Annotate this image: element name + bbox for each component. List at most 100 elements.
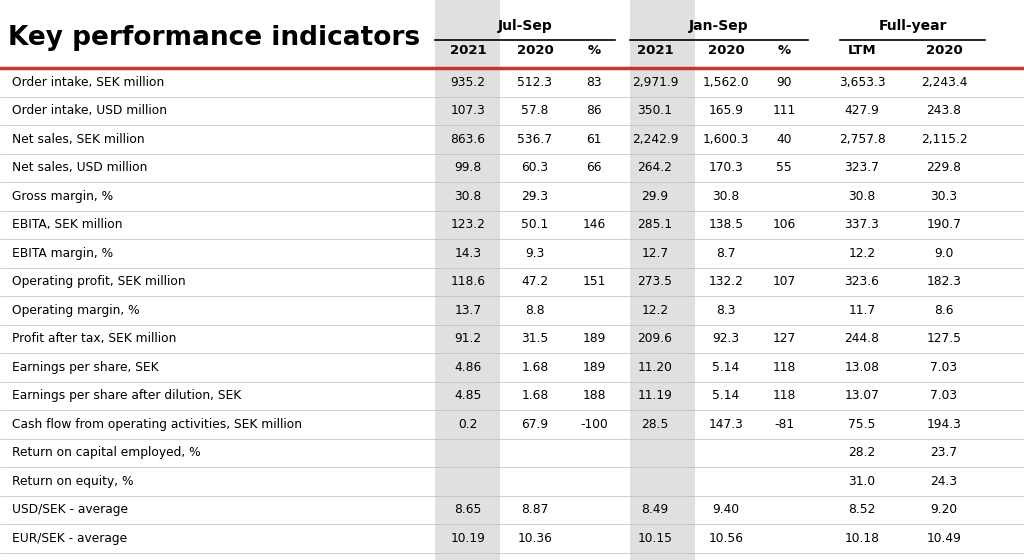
Text: 107: 107	[772, 276, 796, 288]
Text: 67.9: 67.9	[521, 418, 549, 431]
Text: EUR/SEK - average: EUR/SEK - average	[12, 532, 127, 545]
Text: 118.6: 118.6	[451, 276, 485, 288]
Text: 23.7: 23.7	[931, 446, 957, 459]
Text: 9.0: 9.0	[934, 247, 953, 260]
Text: 323.7: 323.7	[845, 161, 880, 174]
Text: 7.03: 7.03	[931, 389, 957, 402]
Text: 182.3: 182.3	[927, 276, 962, 288]
Text: 512.3: 512.3	[517, 76, 553, 88]
Text: 170.3: 170.3	[709, 161, 743, 174]
Text: Cash flow from operating activities, SEK million: Cash flow from operating activities, SEK…	[12, 418, 302, 431]
Text: 2020: 2020	[926, 44, 963, 57]
Text: -81: -81	[774, 418, 794, 431]
Bar	[435, 0, 500, 560]
Text: 28.2: 28.2	[848, 446, 876, 459]
Text: 7.03: 7.03	[931, 361, 957, 374]
Text: 147.3: 147.3	[709, 418, 743, 431]
Text: 2,243.4: 2,243.4	[921, 76, 968, 88]
Text: 1,562.0: 1,562.0	[702, 76, 750, 88]
Text: 99.8: 99.8	[455, 161, 481, 174]
Text: 2021: 2021	[637, 44, 674, 57]
Text: 11.19: 11.19	[638, 389, 673, 402]
Text: 31.5: 31.5	[521, 332, 549, 346]
Text: %: %	[777, 44, 791, 57]
Text: 2020: 2020	[708, 44, 744, 57]
Text: 5.14: 5.14	[713, 389, 739, 402]
Text: 60.3: 60.3	[521, 161, 549, 174]
Text: -100: -100	[581, 418, 608, 431]
Text: 83: 83	[586, 76, 602, 88]
Text: 50.1: 50.1	[521, 218, 549, 231]
Text: 146: 146	[583, 218, 605, 231]
Text: 188: 188	[583, 389, 606, 402]
Text: 8.7: 8.7	[716, 247, 736, 260]
Text: 90: 90	[776, 76, 792, 88]
Text: Order intake, SEK million: Order intake, SEK million	[12, 76, 164, 88]
Text: 285.1: 285.1	[637, 218, 673, 231]
Text: 165.9: 165.9	[709, 104, 743, 117]
Text: 127: 127	[772, 332, 796, 346]
Text: 1.68: 1.68	[521, 389, 549, 402]
Text: 8.87: 8.87	[521, 503, 549, 516]
Text: 4.85: 4.85	[455, 389, 481, 402]
Text: Key performance indicators: Key performance indicators	[8, 25, 420, 51]
Text: 8.8: 8.8	[525, 304, 545, 317]
Text: 2,971.9: 2,971.9	[632, 76, 678, 88]
Text: %: %	[588, 44, 600, 57]
Text: 189: 189	[583, 361, 605, 374]
Text: Operating profit, SEK million: Operating profit, SEK million	[12, 276, 185, 288]
Bar	[630, 0, 695, 560]
Text: Earnings per share, SEK: Earnings per share, SEK	[12, 361, 159, 374]
Text: 30.8: 30.8	[848, 190, 876, 203]
Text: 2020: 2020	[517, 44, 553, 57]
Text: Gross margin, %: Gross margin, %	[12, 190, 113, 203]
Text: 30.8: 30.8	[455, 190, 481, 203]
Text: 1,600.3: 1,600.3	[702, 133, 750, 146]
Text: 273.5: 273.5	[638, 276, 673, 288]
Text: 10.49: 10.49	[927, 532, 962, 545]
Text: 107.3: 107.3	[451, 104, 485, 117]
Text: 12.2: 12.2	[849, 247, 876, 260]
Text: 47.2: 47.2	[521, 276, 549, 288]
Text: 2,242.9: 2,242.9	[632, 133, 678, 146]
Text: Return on capital employed, %: Return on capital employed, %	[12, 446, 201, 459]
Text: 55: 55	[776, 161, 792, 174]
Text: 12.7: 12.7	[641, 247, 669, 260]
Text: 29.3: 29.3	[521, 190, 549, 203]
Text: 91.2: 91.2	[455, 332, 481, 346]
Text: 10.18: 10.18	[845, 532, 880, 545]
Text: 29.9: 29.9	[641, 190, 669, 203]
Text: 24.3: 24.3	[931, 475, 957, 488]
Text: 8.6: 8.6	[934, 304, 953, 317]
Text: 189: 189	[583, 332, 605, 346]
Text: LTM: LTM	[848, 44, 877, 57]
Text: Jul-Sep: Jul-Sep	[498, 19, 552, 33]
Text: 9.40: 9.40	[713, 503, 739, 516]
Text: Operating margin, %: Operating margin, %	[12, 304, 139, 317]
Text: Order intake, USD million: Order intake, USD million	[12, 104, 167, 117]
Text: 5.14: 5.14	[713, 361, 739, 374]
Text: 0.2: 0.2	[459, 418, 477, 431]
Text: 9.3: 9.3	[525, 247, 545, 260]
Text: 3,653.3: 3,653.3	[839, 76, 886, 88]
Text: Jan-Sep: Jan-Sep	[689, 19, 749, 33]
Text: 11.7: 11.7	[849, 304, 876, 317]
Text: Profit after tax, SEK million: Profit after tax, SEK million	[12, 332, 176, 346]
Text: 118: 118	[772, 389, 796, 402]
Text: 10.19: 10.19	[451, 532, 485, 545]
Text: 151: 151	[583, 276, 605, 288]
Text: 31.0: 31.0	[849, 475, 876, 488]
Text: 229.8: 229.8	[927, 161, 962, 174]
Text: 40: 40	[776, 133, 792, 146]
Text: 132.2: 132.2	[709, 276, 743, 288]
Text: 30.3: 30.3	[931, 190, 957, 203]
Text: 106: 106	[772, 218, 796, 231]
Text: 863.6: 863.6	[451, 133, 485, 146]
Text: 337.3: 337.3	[845, 218, 880, 231]
Text: 30.8: 30.8	[713, 190, 739, 203]
Text: 13.7: 13.7	[455, 304, 481, 317]
Text: Earnings per share after dilution, SEK: Earnings per share after dilution, SEK	[12, 389, 242, 402]
Text: 66: 66	[587, 161, 602, 174]
Text: 8.49: 8.49	[641, 503, 669, 516]
Text: 323.6: 323.6	[845, 276, 880, 288]
